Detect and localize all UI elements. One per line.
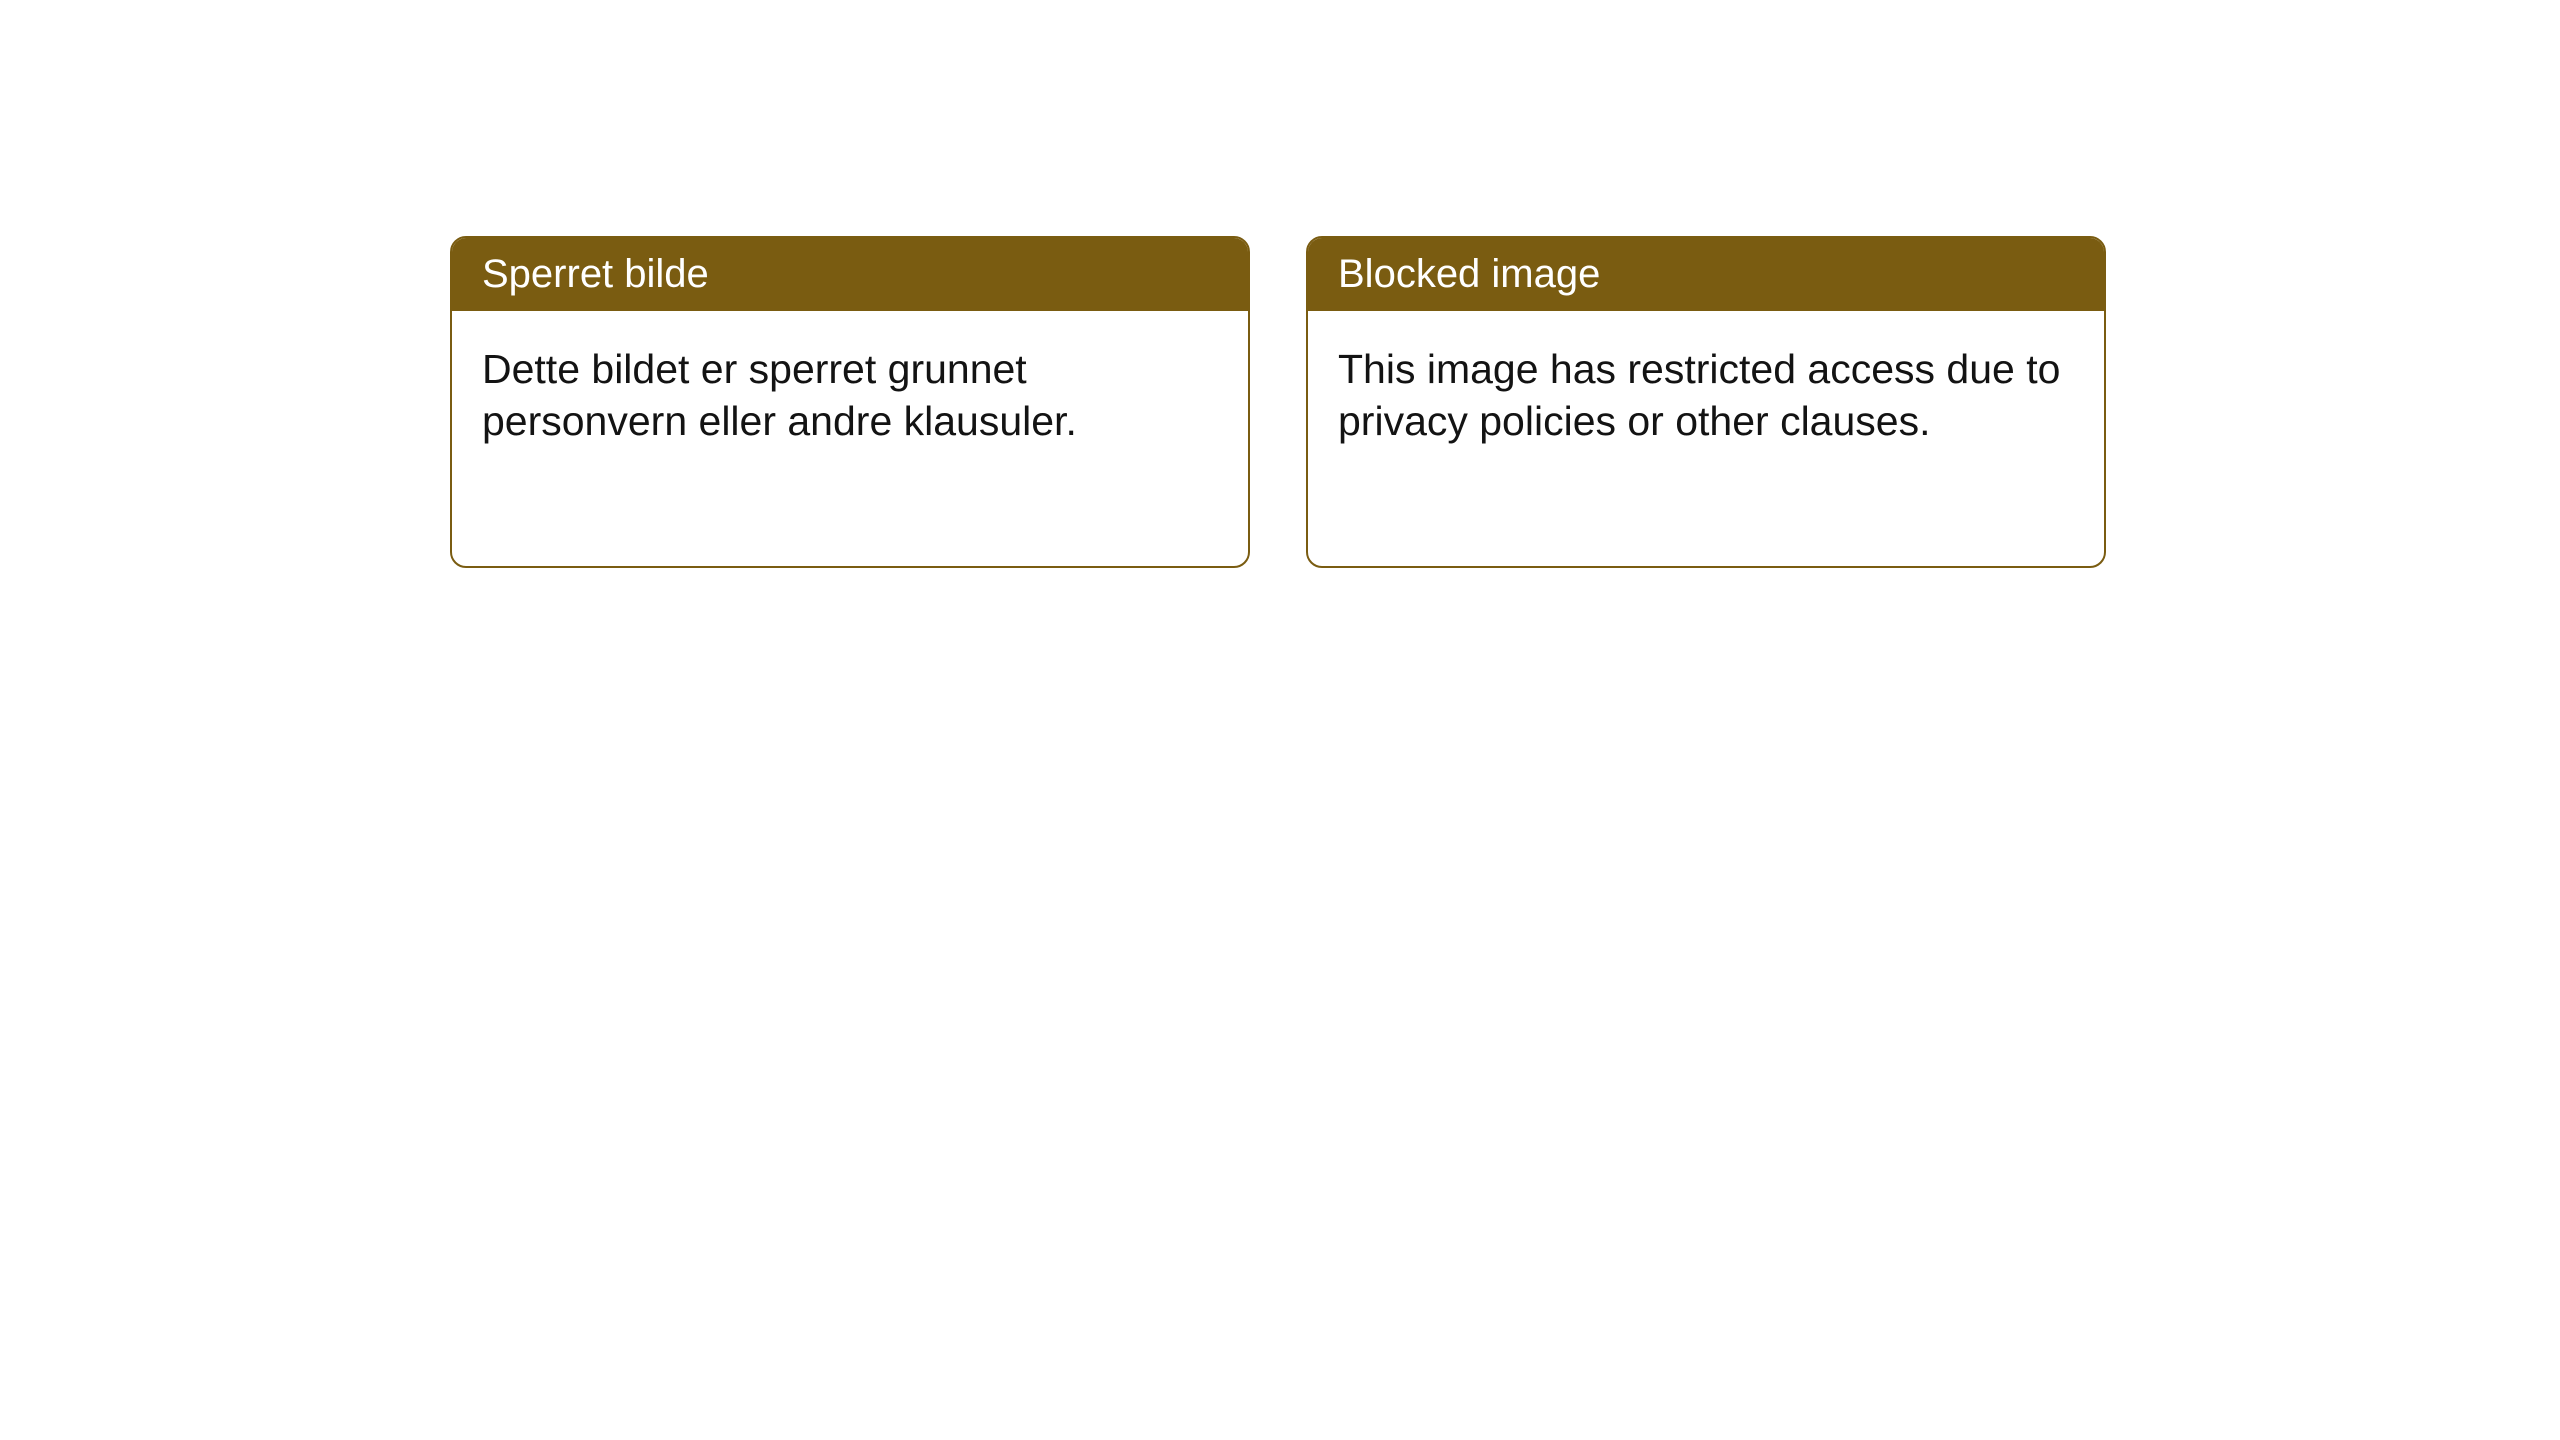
notice-card-english: Blocked image This image has restricted … [1306, 236, 2106, 568]
card-body-text: Dette bildet er sperret grunnet personve… [482, 346, 1077, 444]
card-body-text: This image has restricted access due to … [1338, 346, 2060, 444]
card-header: Blocked image [1308, 238, 2104, 311]
card-body: This image has restricted access due to … [1308, 311, 2104, 566]
notice-cards-container: Sperret bilde Dette bildet er sperret gr… [450, 236, 2106, 568]
card-title: Sperret bilde [482, 252, 709, 296]
notice-card-norwegian: Sperret bilde Dette bildet er sperret gr… [450, 236, 1250, 568]
card-header: Sperret bilde [452, 238, 1248, 311]
card-title: Blocked image [1338, 252, 1600, 296]
card-body: Dette bildet er sperret grunnet personve… [452, 311, 1248, 566]
